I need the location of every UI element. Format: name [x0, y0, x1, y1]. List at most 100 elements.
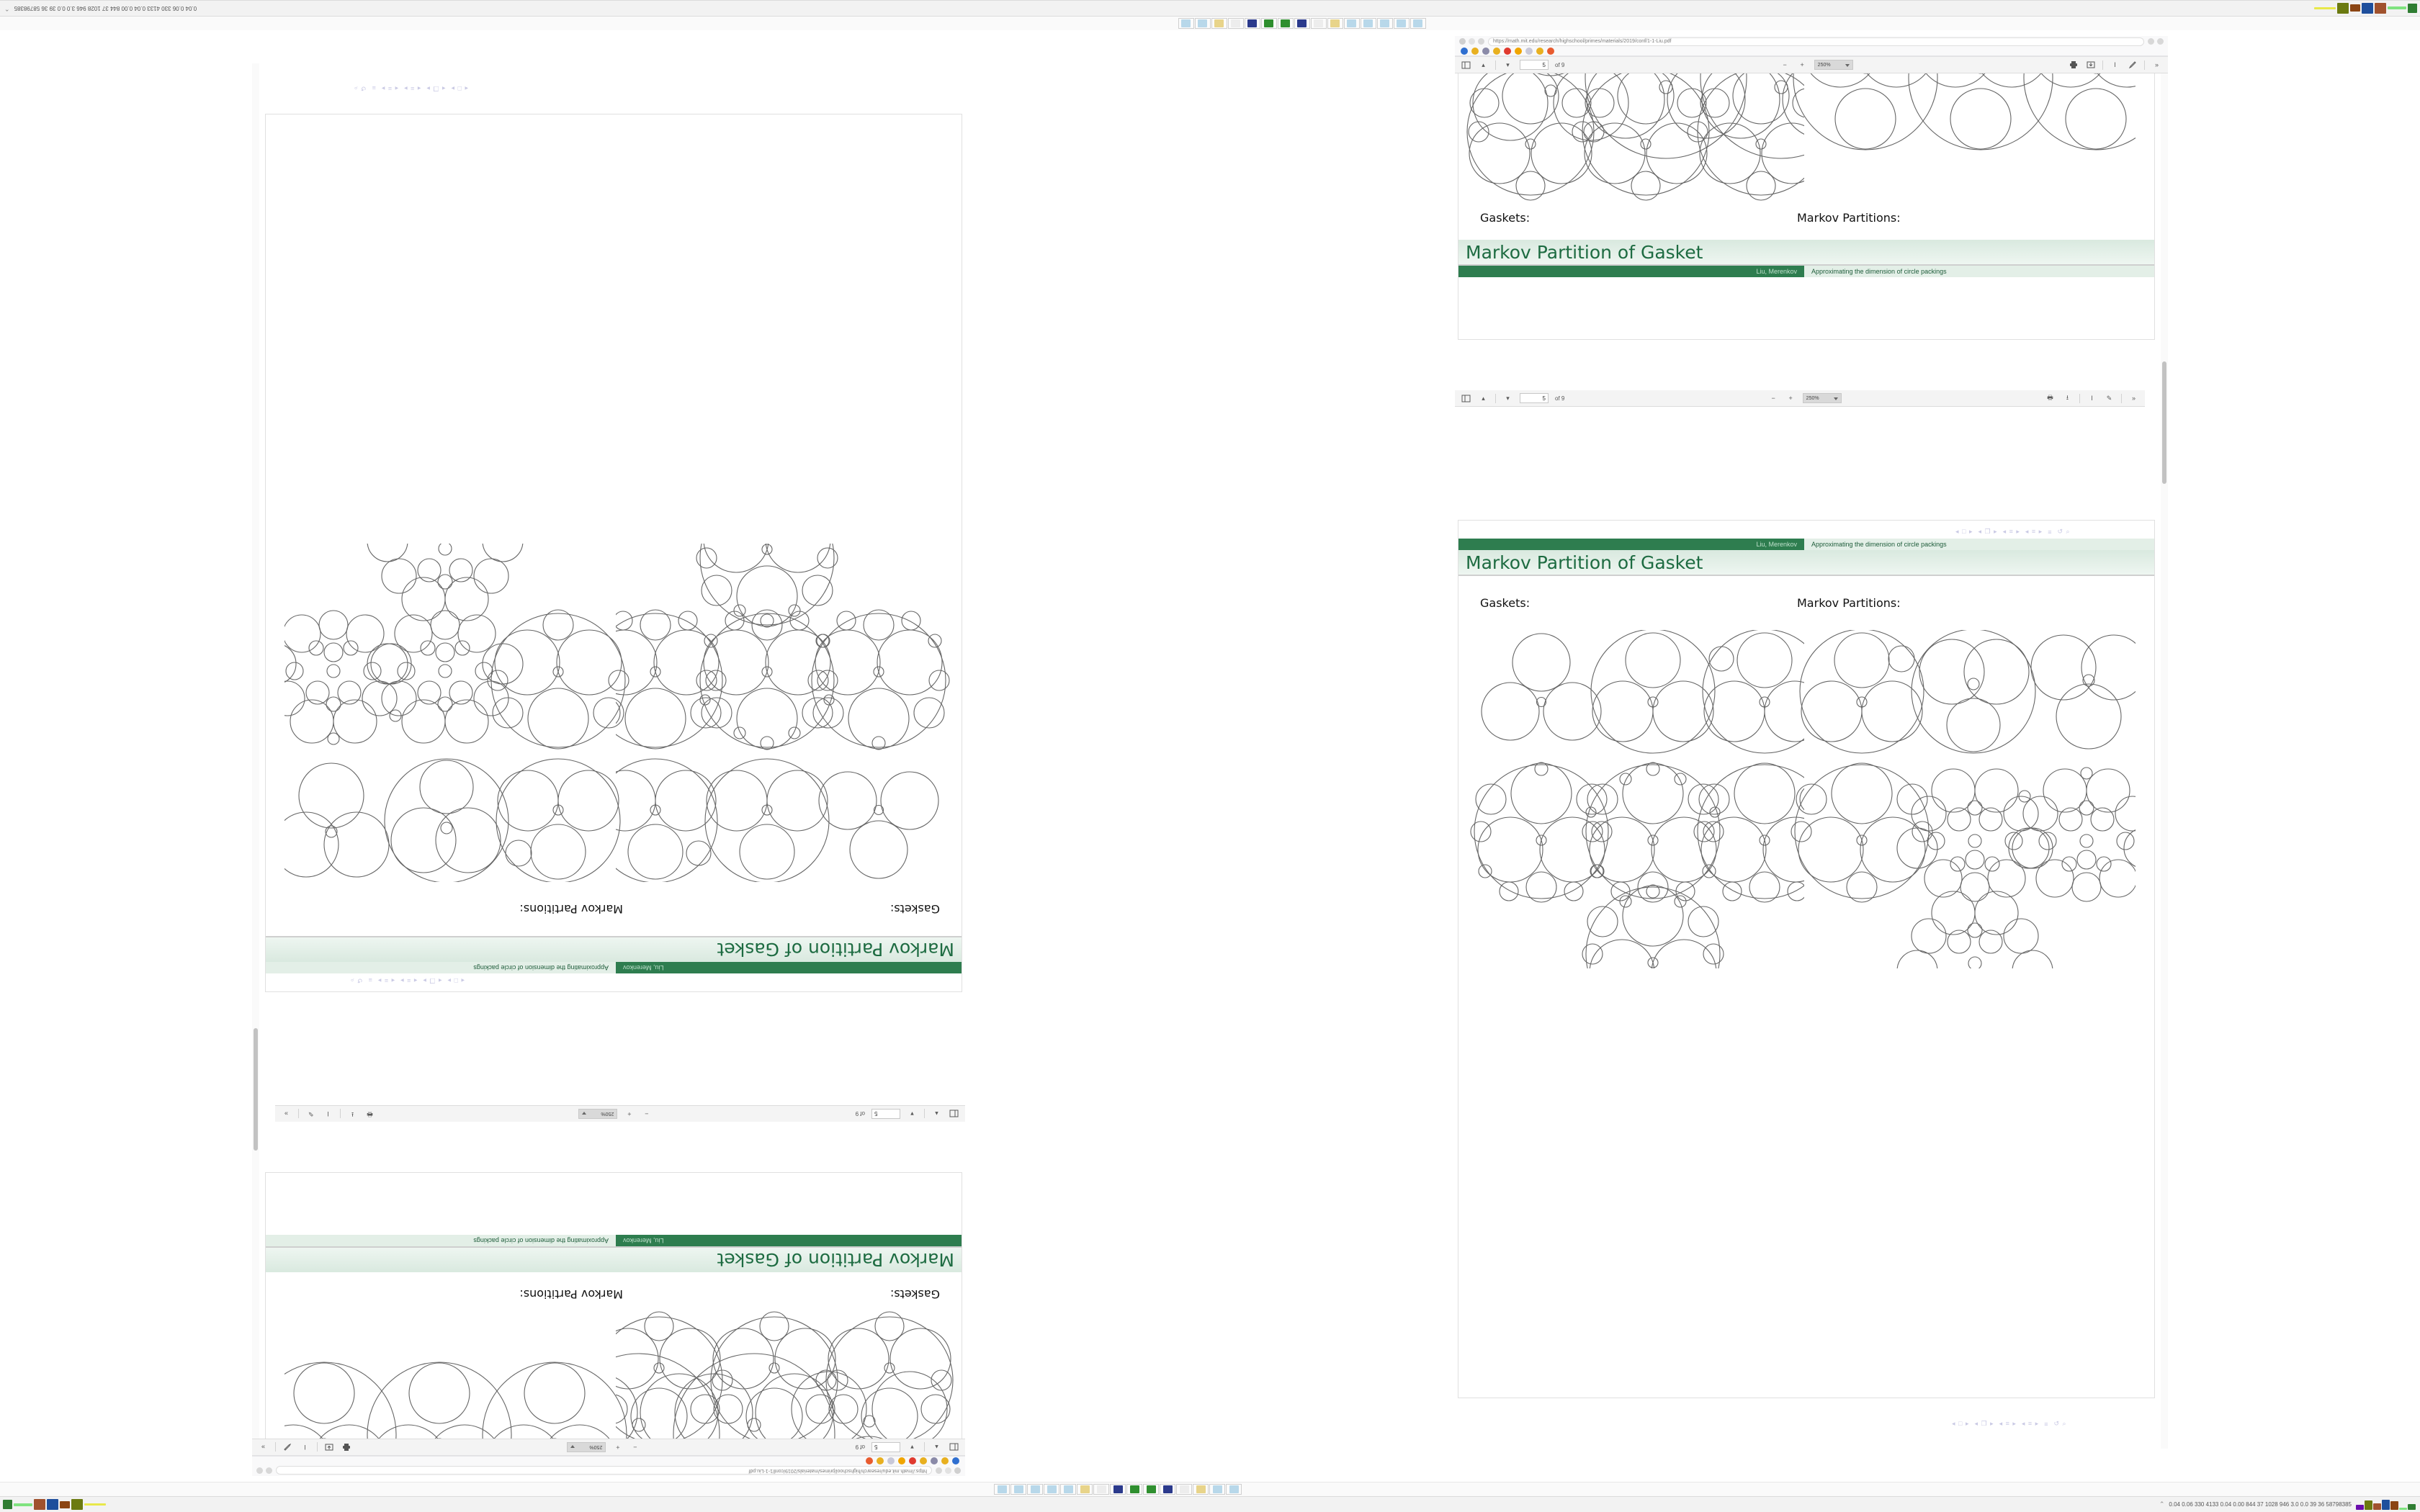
beamer-navigation-bar-bottom[interactable]: ◂ □ ▸ ◂ ❐ ▸ ◂ ≡ ▸ ◂ ≡ ▸ ≡ ↺ ⌕ — [353, 84, 468, 93]
zoom-select[interactable]: 250% — [1802, 393, 1842, 403]
chevron-up-icon[interactable]: ⌃ — [2159, 1500, 2165, 1508]
window-button[interactable] — [1394, 18, 1410, 29]
print-icon[interactable]: 🖶 — [2047, 394, 2053, 401]
nav-subsection-group[interactable]: ◂ ≡ ▸ — [400, 977, 418, 984]
window-button[interactable] — [1245, 18, 1260, 29]
window-button[interactable] — [1193, 1484, 1209, 1495]
window-button[interactable] — [1027, 1484, 1043, 1495]
bookmark-icon[interactable] — [1471, 48, 1479, 55]
zoom-in-button[interactable]: + — [1788, 395, 1793, 402]
url-bar-right[interactable]: https://math.mit.edu/research/highschool… — [1488, 37, 2144, 46]
download-icon[interactable] — [324, 1442, 335, 1453]
double-chevron-right-icon[interactable]: » — [284, 1110, 289, 1117]
window-button[interactable] — [1178, 18, 1194, 29]
window-button[interactable] — [1361, 18, 1376, 29]
print-icon[interactable] — [341, 1442, 352, 1453]
highlighter-icon[interactable] — [2127, 60, 2138, 71]
taskbar-tray[interactable]: 0.04 0.06 330 4133 0.04 0.00 844 37 1028… — [0, 4, 197, 12]
nav-section-group[interactable]: ◂ ≡ ▸ — [377, 977, 395, 984]
chevron-down-icon[interactable]: ▾ — [910, 1444, 914, 1452]
page-number-input[interactable]: 5 — [871, 1442, 900, 1452]
chevron-up-icon[interactable]: ▴ — [935, 1110, 938, 1118]
nav-slide-group[interactable]: ◂ □ ▸ — [1952, 1420, 1970, 1427]
bookmark-icon[interactable] — [1525, 48, 1533, 55]
launcher-icon-2[interactable] — [2388, 6, 2406, 10]
nav-doc-group[interactable]: ≡ — [2048, 528, 2053, 536]
sidebar-toggle-icon[interactable] — [949, 1109, 959, 1120]
window-button[interactable] — [1228, 18, 1244, 29]
navigation-toolbar-left[interactable]: https://math.mit.edu/research/highschool… — [252, 1465, 965, 1476]
sidebar-toggle-icon[interactable] — [949, 1442, 959, 1453]
zoom-select[interactable]: 250% — [1814, 60, 1853, 70]
window-button[interactable] — [1344, 18, 1360, 29]
nav-frame-group[interactable]: ◂ ❐ ▸ — [422, 977, 442, 984]
zoom-in-button[interactable]: + — [627, 1110, 632, 1117]
nav-subsection-group[interactable]: ◂ ≡ ▸ — [2002, 528, 2020, 535]
nav-doc-group[interactable]: ≡ — [2044, 1420, 2049, 1428]
hamburger-menu-icon[interactable] — [256, 1467, 263, 1474]
launcher-icon-5[interactable] — [2350, 4, 2360, 12]
launcher-icon-3[interactable] — [2375, 3, 2386, 14]
text-cursor-icon[interactable]: I — [2114, 61, 2116, 68]
pdf-viewport-right[interactable]: Gaskets: Markov Partitions: — [1455, 73, 2168, 1449]
double-chevron-right-icon[interactable]: » — [2154, 61, 2159, 68]
taskbar-window-list-top[interactable] — [0, 16, 2420, 30]
beamer-navigation-bar[interactable]: ◂ □ ▸ ◂ ❐ ▸ ◂ ≡ ▸ ◂ ≡ ▸ ≡ ↺ ⌕ — [349, 976, 465, 985]
sidebar-toggle-icon[interactable] — [1461, 60, 1471, 71]
window-button[interactable] — [1077, 1484, 1093, 1495]
pdf-viewport-left[interactable]: Gaskets: Markov Partitions: — [252, 63, 965, 1439]
text-cursor-icon[interactable]: I — [2091, 395, 2093, 402]
window-button[interactable] — [1311, 18, 1327, 29]
reload-icon[interactable] — [1478, 38, 1484, 45]
page-number-input[interactable]: 5 — [871, 1109, 900, 1119]
nav-frame-group[interactable]: ◂ ❐ ▸ — [1978, 528, 1998, 535]
text-cursor-icon[interactable]: I — [327, 1110, 329, 1117]
nav-back-group[interactable]: ↺ ⌕ — [2057, 528, 2071, 535]
back-arrow-icon[interactable] — [1459, 38, 1466, 45]
scrollbar-vertical-left[interactable] — [252, 63, 259, 1439]
pdf-toolbar-left[interactable]: ▴ ▾ 5 of 9 − + 250% I » — [252, 1439, 965, 1455]
nav-back-group[interactable]: ↺ ⌕ — [353, 85, 367, 92]
window-list-top[interactable] — [1178, 18, 1426, 29]
highlighter-icon[interactable]: ✎ — [2106, 394, 2112, 402]
print-icon[interactable]: 🖶 — [367, 1111, 373, 1118]
chevron-up-icon[interactable]: ▴ — [1482, 394, 1485, 402]
bookmarks-bar-left[interactable] — [252, 1456, 965, 1465]
nav-section-group[interactable]: ◂ ≡ ▸ — [2021, 1420, 2040, 1427]
window-button[interactable] — [1195, 18, 1211, 29]
zoom-select[interactable]: 250% — [567, 1442, 606, 1452]
launcher-icon-6[interactable] — [2337, 3, 2349, 14]
account-icon[interactable] — [266, 1467, 272, 1474]
launcher-icon-7[interactable] — [84, 1503, 106, 1506]
chevron-up-icon[interactable]: ⌃ — [4, 5, 10, 12]
window-button[interactable] — [1294, 18, 1310, 29]
pdf-toolbar-inner-left[interactable]: ▴ ▾ 5 of 9 − + 250% 🖶 ⭳ I ✎ » — [275, 1105, 965, 1122]
nav-back-group[interactable]: ↺ ⌕ — [349, 977, 363, 984]
window-button[interactable] — [1261, 18, 1277, 29]
taskbar-launchers-bottom[interactable] — [0, 1499, 106, 1510]
double-chevron-right-icon[interactable]: » — [2131, 395, 2136, 402]
nav-subsection-group[interactable]: ◂ ≡ ▸ — [403, 85, 421, 92]
window-button[interactable] — [1410, 18, 1426, 29]
window-button[interactable] — [1010, 1484, 1026, 1495]
reload-icon[interactable] — [936, 1467, 942, 1474]
nav-section-group[interactable]: ◂ ≡ ▸ — [2025, 528, 2043, 535]
chevron-down-icon[interactable]: ▾ — [910, 1110, 914, 1118]
launcher-icon-2[interactable] — [14, 1503, 32, 1506]
zoom-out-button[interactable]: − — [1771, 395, 1775, 402]
scrollbar-thumb[interactable] — [254, 1028, 258, 1151]
window-list-bottom[interactable] — [994, 1484, 1242, 1495]
bookmark-icon[interactable] — [931, 1457, 938, 1464]
window-button[interactable] — [1060, 1484, 1076, 1495]
forward-arrow-icon[interactable] — [945, 1467, 951, 1474]
zoom-in-button[interactable]: + — [1800, 61, 1804, 68]
window-button[interactable] — [1327, 18, 1343, 29]
bookmark-icon[interactable] — [898, 1457, 905, 1464]
print-icon[interactable] — [2068, 60, 2079, 71]
zoom-out-button[interactable]: − — [1783, 61, 1787, 68]
chevron-down-icon[interactable]: ▾ — [1506, 60, 1510, 68]
account-icon[interactable] — [2148, 38, 2154, 45]
window-button[interactable] — [1126, 1484, 1142, 1495]
nav-section-group[interactable]: ◂ ≡ ▸ — [380, 85, 399, 92]
beamer-navigation-bar-bottom[interactable]: ◂ □ ▸ ◂ ❐ ▸ ◂ ≡ ▸ ◂ ≡ ▸ ≡ ↺ ⌕ — [1952, 1420, 2067, 1428]
